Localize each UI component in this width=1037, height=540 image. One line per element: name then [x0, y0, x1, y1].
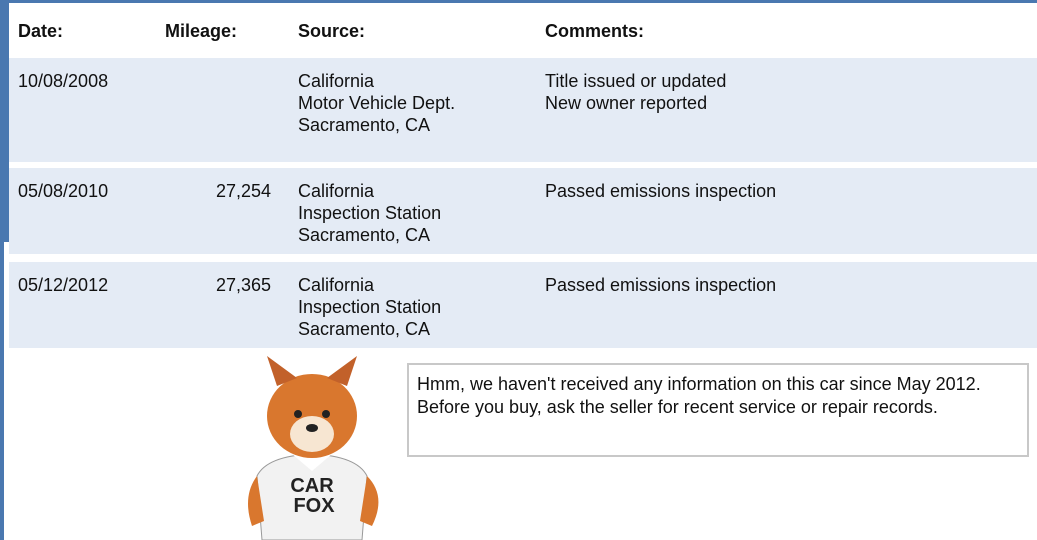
header-cell: Date: [18, 20, 63, 42]
source-line: California [298, 180, 441, 202]
source-line: Sacramento, CA [298, 224, 441, 246]
muzzle [290, 416, 334, 452]
source-line: Motor Vehicle Dept. [298, 92, 455, 114]
source-line: Sacramento, CA [298, 318, 441, 340]
date: 10/08/2008 [18, 70, 108, 92]
source-line: Inspection Station [298, 202, 441, 224]
comment-line: New owner reported [545, 92, 726, 114]
mileage: 27,254 [159, 180, 271, 202]
comments: Passed emissions inspection [545, 180, 776, 202]
header-row: Date: Mileage: Source: Comments: [9, 8, 1037, 52]
shirt-text: CAR [290, 475, 334, 497]
date: 05/12/2012 [18, 274, 108, 296]
mascot: CAR FOX [222, 356, 402, 540]
source-line: Sacramento, CA [298, 114, 455, 136]
comment-line: Passed emissions inspection [545, 274, 776, 296]
nose [306, 424, 318, 432]
eye [322, 410, 330, 418]
shirt-text: FOX [293, 495, 335, 517]
left-border [0, 242, 4, 540]
source-line: California [298, 274, 441, 296]
date: 05/08/2010 [18, 180, 108, 202]
top-border [0, 0, 1037, 3]
page: Date: Mileage: Source: Comments: 10/08/2008 C… [0, 0, 1037, 540]
comment-line: Passed emissions inspection [545, 180, 776, 202]
header-cell: Mileage: [165, 20, 237, 42]
header-cell: Source: [298, 20, 365, 42]
comment-line: Title issued or updated [545, 70, 726, 92]
mileage: 27,365 [159, 274, 271, 296]
message-box: Hmm, we haven't received any information… [407, 363, 1029, 457]
left-border [0, 0, 9, 242]
eye [294, 410, 302, 418]
comments: Passed emissions inspection [545, 274, 776, 296]
header-cell: Comments: [545, 20, 644, 42]
source-line: California [298, 70, 455, 92]
source-line: Inspection Station [298, 296, 441, 318]
